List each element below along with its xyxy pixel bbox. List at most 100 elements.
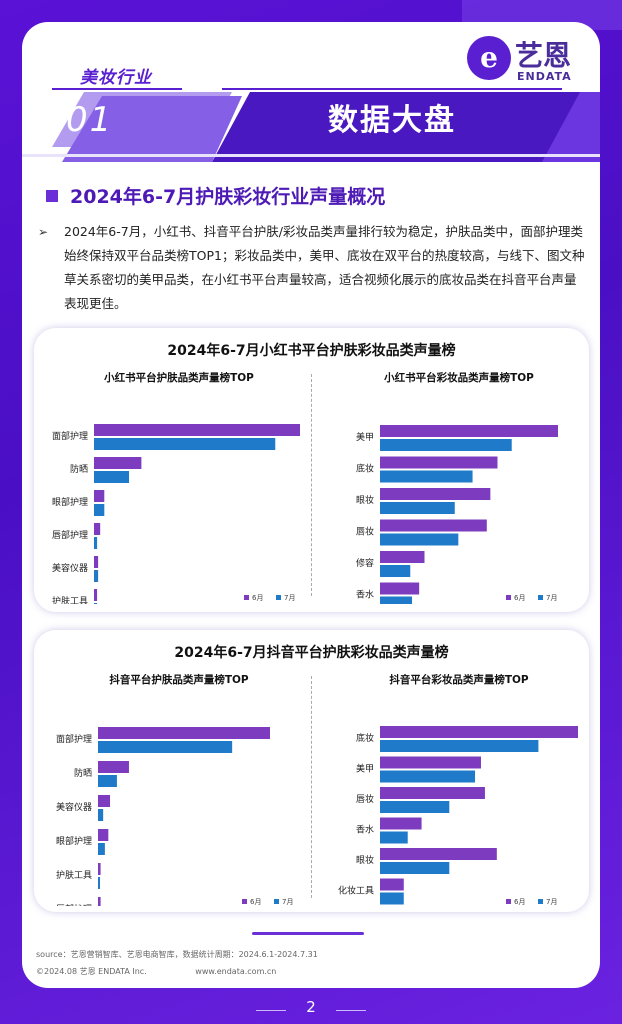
legend-label: 6月 (252, 594, 263, 602)
bar-june (94, 523, 101, 535)
legend-label: 7月 (546, 898, 557, 906)
bar-july (94, 537, 98, 549)
category-label: 眼妆 (356, 854, 374, 866)
summary-paragraph: ➢ 2024年6-7月，小红书、抖音平台护肤/彩妆品类声量排行较为稳定，护肤品类… (38, 220, 586, 316)
chart-makeup-dy: 底妆美甲唇妆香水眼妆化妆工具修容6月7月 (338, 726, 578, 906)
section-number: 01 (66, 100, 114, 140)
website: www.endata.com.cn (195, 967, 277, 976)
bar-july (94, 570, 99, 582)
section-banner (22, 92, 600, 162)
summary-text: 2024年6-7月，小红书、抖音平台护肤/彩妆品类声量排行较为稳定，护肤品类中，… (64, 224, 585, 311)
bar-june (98, 795, 111, 807)
legend-swatch (506, 899, 511, 904)
page-rule-left (256, 1010, 286, 1011)
bar-july (380, 596, 413, 604)
bullet-square-icon (46, 190, 58, 202)
category-label: 面部护理 (52, 430, 88, 442)
chart-makeup-xhs: 美甲底妆眼妆唇妆修容香水化妆工具6月7月 (356, 425, 558, 604)
logo-mark-icon: e (467, 36, 511, 80)
endata-logo: e 艺恩 ENDATA (467, 34, 587, 86)
bar-july (380, 892, 404, 905)
source-note: source：艺恩营销智库、艺恩电商智库，数据统计周期：2024.6.1-202… (36, 950, 318, 959)
xiaohongshu-panel: 2024年6-7月小红书平台护肤彩妆品类声量榜 小红书平台护肤品类声量榜TOP … (34, 328, 589, 612)
category-label: 面部护理 (56, 733, 92, 745)
category-label: 眼部护理 (56, 835, 92, 847)
header-rule-right (222, 88, 562, 90)
panel-title: 2024年6-7月小红书平台护肤彩妆品类声量榜 (167, 343, 456, 359)
bar-july (380, 533, 459, 546)
bar-july (380, 439, 512, 451)
bar-july (380, 831, 408, 844)
footer: source：艺恩营销智库、艺恩电商智库，数据统计周期：2024.6.1-202… (36, 946, 318, 980)
bar-june (380, 582, 420, 595)
bar-june (380, 519, 487, 532)
page-rule-right (336, 1010, 366, 1011)
bar-july (380, 740, 539, 752)
bar-july (94, 603, 98, 604)
header: 美妆行业 e 艺恩 ENDATA 01 数据大盘 (22, 22, 600, 172)
header-rule (52, 88, 182, 90)
chart-title: 抖音平台彩妆品类声量榜TOP (389, 674, 529, 686)
category-label: 防晒 (74, 767, 92, 779)
legend-label: 7月 (546, 594, 557, 602)
page-number: 2 (306, 998, 316, 1016)
bar-june (98, 727, 270, 739)
chart-title: 小红书平台护肤品类声量榜TOP (104, 372, 254, 384)
bar-july (98, 741, 233, 753)
bar-july (380, 801, 450, 813)
category-label: 唇妆 (356, 526, 374, 538)
category-label: 美甲 (356, 431, 374, 443)
bar-july (94, 471, 130, 483)
category-label: 眼部护理 (52, 496, 88, 508)
banner-title: 数据大盘 (328, 103, 456, 138)
chart-title: 小红书平台彩妆品类声量榜TOP (384, 372, 534, 384)
page-card: 美妆行业 e 艺恩 ENDATA 01 数据大盘 2024年6-7月护肤彩妆行业… (22, 22, 600, 988)
category-label: 防晒 (70, 463, 88, 475)
chart-divider (311, 676, 312, 898)
legend-swatch (274, 899, 279, 904)
legend-swatch (276, 595, 281, 600)
legend-label: 7月 (284, 594, 295, 602)
legend-swatch (538, 899, 543, 904)
chart-divider (311, 374, 312, 596)
copyright-line: ©2024.08 艺恩 ENDATA Inc. www.endata.com.c… (36, 963, 318, 980)
bar-june (380, 488, 491, 500)
bar-july (380, 565, 411, 577)
bar-june (94, 424, 300, 436)
legend-label: 7月 (282, 898, 293, 906)
legend-swatch (538, 595, 543, 600)
bar-july (380, 470, 473, 483)
category-label: 美容仪器 (52, 562, 88, 574)
bar-july (98, 775, 117, 787)
bar-july (380, 862, 450, 874)
category-label: 唇妆 (356, 793, 374, 805)
legend-swatch (242, 899, 247, 904)
bar-july (380, 770, 476, 783)
bar-july (94, 504, 105, 516)
section-heading: 2024年6-7月护肤彩妆行业声量概况 (46, 182, 385, 209)
bar-june (380, 817, 422, 830)
arrow-bullet-icon: ➢ (38, 225, 49, 239)
category-label: 修容 (356, 557, 374, 569)
category-label: 唇部护理 (52, 529, 88, 541)
legend-label: 6月 (250, 898, 261, 906)
category-label: 香水 (356, 589, 374, 601)
douyin-panel: 2024年6-7月抖音平台护肤彩妆品类声量榜 抖音平台护肤品类声量榜TOP 抖音… (34, 630, 589, 912)
bar-june (380, 787, 485, 799)
bar-june (94, 490, 105, 502)
bar-june (380, 756, 481, 769)
bar-june (380, 551, 425, 563)
chart-skincare-dy: 面部护理防晒美容仪器眼部护理护肤工具唇部护理 6月 7月 (56, 727, 293, 906)
bar-june (380, 878, 404, 891)
footer-rule (252, 932, 364, 935)
bar-june (98, 761, 129, 773)
bar-june (380, 425, 558, 437)
bar-june (98, 897, 101, 906)
panel-title: 2024年6-7月抖音平台护肤彩妆品类声量榜 (174, 645, 449, 661)
heading-text: 2024年6-7月护肤彩妆行业声量概况 (70, 186, 386, 208)
category-label: 护肤工具 (52, 595, 88, 604)
bar-june (94, 457, 142, 469)
section-label: 美妆行业 (80, 68, 152, 88)
bar-july (94, 438, 276, 450)
